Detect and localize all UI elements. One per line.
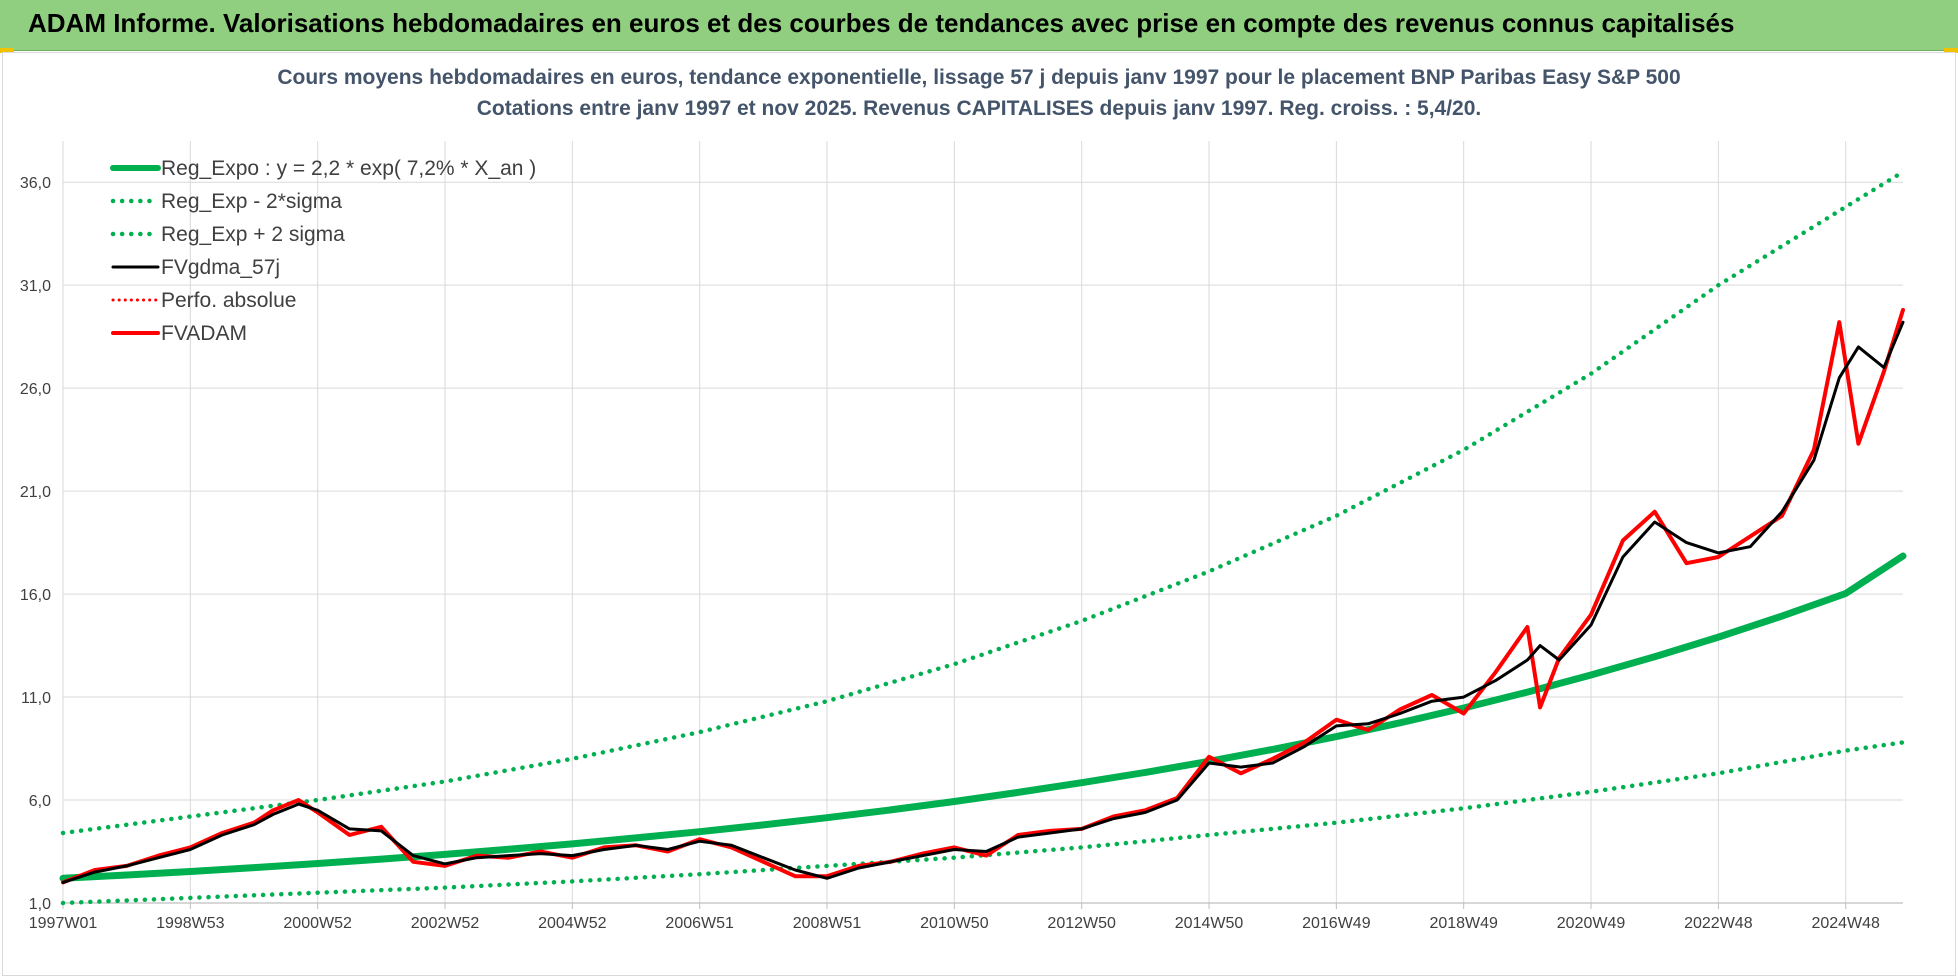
y-tick-label: 1,0 — [29, 896, 51, 913]
y-tick-label: 21,0 — [20, 484, 51, 501]
y-tick-label: 36,0 — [20, 175, 51, 192]
legend-label: FVgdma_57j — [161, 256, 280, 279]
axes: 1,0 6,0 11,0 16,0 21,0 26,0 31,0 36,0 1997W01 199… — [20, 175, 1903, 932]
corner-mark-left — [0, 48, 14, 53]
x-tick-label: 2006W51 — [665, 915, 734, 932]
legend: Reg_Expo : y = 2,2 * exp( 7,2% * X_an ) R… — [110, 157, 536, 345]
series-line-3 — [61, 320, 1905, 884]
x-tick-label: 2012W50 — [1047, 915, 1116, 932]
x-tick-label: 2016W49 — [1302, 915, 1371, 932]
x-tick-label: 2024W48 — [1811, 915, 1880, 932]
y-tick-label: 31,0 — [20, 278, 51, 295]
grid — [62, 141, 1903, 904]
chart-title-line-1: Cours moyens hebdomadaires en euros, ten… — [277, 66, 1680, 89]
series-line-2 — [60, 169, 1906, 836]
chart-svg: Cours moyens hebdomadaires en euros, ten… — [20, 66, 1907, 932]
series-lines — [59, 169, 1907, 906]
x-tick-label: 2010W50 — [920, 915, 989, 932]
corner-mark-right — [1944, 48, 1958, 53]
x-tick-label: 2020W49 — [1557, 915, 1626, 932]
x-tick-label: 2008W51 — [793, 915, 862, 932]
x-tick-label: 2018W49 — [1429, 915, 1498, 932]
legend-label: FVADAM — [161, 322, 247, 345]
x-tick-label: 1998W53 — [156, 915, 225, 932]
report-header: ADAM Informe. Valorisations hebdomadaire… — [0, 0, 1958, 51]
series-line-0 — [59, 552, 1907, 882]
x-tick-label: 2004W52 — [538, 915, 607, 932]
legend-label: Reg_Exp + 2 sigma — [161, 223, 345, 246]
x-tick-label: 2014W50 — [1175, 915, 1244, 932]
x-tick-label: 2002W52 — [411, 915, 480, 932]
y-tick-label: 26,0 — [20, 381, 51, 398]
x-tick-label: 1997W01 — [29, 915, 98, 932]
report-title: ADAM Informe. Valorisations hebdomadaire… — [28, 8, 1735, 38]
legend-label: Perfo. absolue — [161, 289, 296, 312]
y-tick-label: 16,0 — [20, 587, 51, 604]
y-tick-label: 6,0 — [29, 793, 51, 810]
chart-frame: Cours moyens hebdomadaires en euros, ten… — [2, 52, 1956, 976]
y-tick-label: 11,0 — [21, 690, 51, 707]
series-line-1 — [60, 740, 1906, 906]
x-tick-label: 2000W52 — [283, 915, 352, 932]
legend-label: Reg_Exp - 2*sigma — [161, 190, 342, 213]
legend-label: Reg_Expo : y = 2,2 * exp( 7,2% * X_an ) — [161, 157, 536, 180]
chart-title-line-2: Cotations entre janv 1997 et nov 2025. R… — [477, 97, 1482, 120]
x-tick-label: 2022W48 — [1684, 915, 1753, 932]
